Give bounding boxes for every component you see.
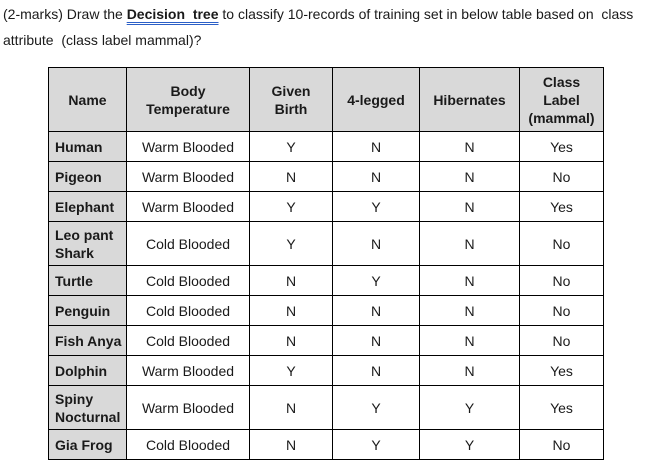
- cell-class-label: No: [519, 161, 604, 192]
- cell-4-legged: Y: [332, 265, 420, 296]
- cell-4-legged: N: [332, 221, 420, 266]
- column-header-name: Name: [48, 67, 127, 132]
- cell-given-birth: N: [249, 429, 333, 460]
- cell-hibernates: N: [419, 265, 520, 296]
- cell-hibernates: N: [419, 191, 520, 222]
- cell-body-temperature: Cold Blooded: [126, 429, 250, 460]
- cell-given-birth: N: [249, 265, 333, 296]
- column-header-hibernates: Hibernates: [419, 67, 520, 132]
- cell-class-label: No: [519, 221, 604, 266]
- cell-hibernates: N: [419, 161, 520, 192]
- header-row: Name Body Temperature Given Birth 4-legg…: [48, 67, 604, 132]
- table-row-gia-frog: Gia Frog Cold Blooded N Y Y No: [48, 429, 604, 460]
- question-text: (2-marks) Draw the Decision tree to clas…: [3, 1, 655, 53]
- cell-hibernates: N: [419, 325, 520, 356]
- cell-hibernates: N: [419, 131, 520, 162]
- cell-body-temperature: Cold Blooded: [126, 265, 250, 296]
- cell-name: Elephant: [48, 191, 127, 222]
- cell-given-birth: Y: [249, 355, 333, 386]
- cell-body-temperature: Cold Blooded: [126, 325, 250, 356]
- cell-4-legged: Y: [332, 429, 420, 460]
- cell-hibernates: Y: [419, 429, 520, 460]
- table-row-pigeon: Pigeon Warm Blooded N N N No: [48, 161, 604, 192]
- cell-4-legged: Y: [332, 191, 420, 222]
- table-row-human: Human Warm Blooded Y N N Yes: [48, 131, 604, 162]
- table-row-turtle: Turtle Cold Blooded N Y N No: [48, 265, 604, 296]
- cell-class-label: Yes: [519, 131, 604, 162]
- cell-name: Fish Anya: [48, 325, 127, 356]
- column-header-given-birth: Given Birth: [249, 67, 333, 132]
- cell-class-label: No: [519, 295, 604, 326]
- cell-hibernates: N: [419, 295, 520, 326]
- cell-class-label: No: [519, 325, 604, 356]
- table-row-dolphin: Dolphin Warm Blooded Y N N Yes: [48, 355, 604, 386]
- question-highlight-decision-tree: Decision tree: [126, 6, 219, 22]
- cell-body-temperature: Cold Blooded: [126, 221, 250, 266]
- cell-4-legged: N: [332, 161, 420, 192]
- cell-body-temperature: Cold Blooded: [126, 295, 250, 326]
- cell-name: Human: [48, 131, 127, 162]
- cell-body-temperature: Warm Blooded: [126, 355, 250, 386]
- column-header-body-temperature: Body Temperature: [126, 67, 250, 132]
- cell-class-label: Yes: [519, 191, 604, 222]
- cell-class-label: Yes: [519, 355, 604, 386]
- cell-4-legged: N: [332, 131, 420, 162]
- cell-hibernates: Y: [419, 385, 520, 430]
- table-row-fish-anya: Fish Anya Cold Blooded N N N No: [48, 325, 604, 356]
- cell-name: Spiny Nocturnal: [48, 385, 127, 430]
- cell-body-temperature: Warm Blooded: [126, 161, 250, 192]
- cell-name: Leo pant Shark: [48, 221, 127, 266]
- cell-name: Turtle: [48, 265, 127, 296]
- cell-given-birth: Y: [249, 191, 333, 222]
- cell-class-label: No: [519, 265, 604, 296]
- cell-name: Dolphin: [48, 355, 127, 386]
- table-row-penguin: Penguin Cold Blooded N N N No: [48, 295, 604, 326]
- cell-name: Gia Frog: [48, 429, 127, 460]
- cell-given-birth: N: [249, 325, 333, 356]
- cell-class-label: No: [519, 429, 604, 460]
- table-row-elephant: Elephant Warm Blooded Y Y N Yes: [48, 191, 604, 222]
- cell-name: Pigeon: [48, 161, 127, 192]
- cell-4-legged: N: [332, 355, 420, 386]
- table-row-leo-pant-shark: Leo pant Shark Cold Blooded Y N N No: [48, 221, 604, 266]
- column-header-class-label: Class Label (mammal): [519, 67, 604, 132]
- cell-class-label: Yes: [519, 385, 604, 430]
- cell-body-temperature: Warm Blooded: [126, 385, 250, 430]
- cell-given-birth: N: [249, 385, 333, 430]
- cell-hibernates: N: [419, 221, 520, 266]
- question-part1: (2-marks) Draw the: [3, 6, 127, 22]
- cell-4-legged: Y: [332, 385, 420, 430]
- cell-body-temperature: Warm Blooded: [126, 191, 250, 222]
- column-header-4-legged: 4-legged: [332, 67, 420, 132]
- cell-given-birth: N: [249, 161, 333, 192]
- training-set-table: Name Body Temperature Given Birth 4-legg…: [48, 67, 604, 460]
- cell-4-legged: N: [332, 325, 420, 356]
- cell-hibernates: N: [419, 355, 520, 386]
- cell-given-birth: N: [249, 295, 333, 326]
- cell-name: Penguin: [48, 295, 127, 326]
- table-row-spiny-nocturnal: Spiny Nocturnal Warm Blooded N Y Y Yes: [48, 385, 604, 430]
- question-part2: to classify 10-records of training set i…: [3, 6, 638, 48]
- cell-body-temperature: Warm Blooded: [126, 131, 250, 162]
- cell-given-birth: Y: [249, 221, 333, 266]
- cell-given-birth: Y: [249, 131, 333, 162]
- cell-4-legged: N: [332, 295, 420, 326]
